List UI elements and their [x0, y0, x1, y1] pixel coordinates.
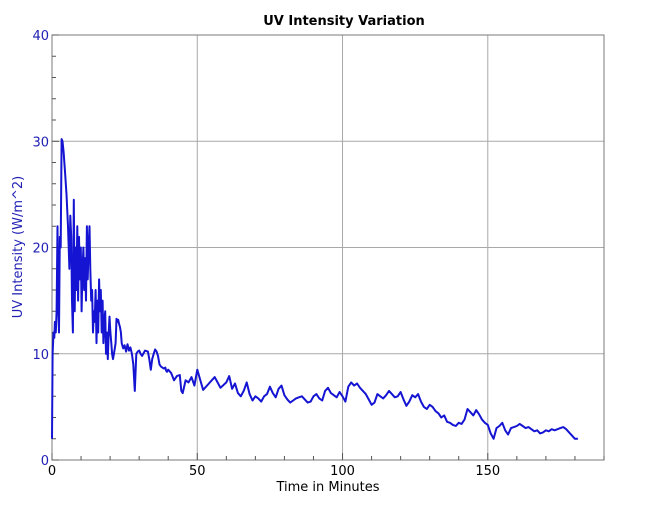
y-tick-label: 40	[32, 29, 49, 44]
y-tick-label: 0	[41, 454, 49, 469]
y-tick-label: 30	[32, 135, 49, 150]
x-tick-label: 100	[330, 464, 355, 479]
y-tick-label: 20	[32, 242, 49, 257]
y-tick-labels: 0 10 20 30 40	[32, 29, 49, 469]
y-axis-label: UV Intensity (W/m^2)	[11, 176, 26, 318]
x-tick-label: 150	[475, 464, 500, 479]
x-tick-labels: 0 50 100 150	[48, 464, 500, 479]
x-tick-label: 0	[48, 464, 56, 479]
chart-title: UV Intensity Variation	[263, 14, 425, 29]
x-axis-label: Time in Minutes	[275, 480, 379, 495]
uv-intensity-series-line	[51, 138, 578, 440]
y-tick-label: 10	[32, 348, 49, 363]
grid-lines	[52, 35, 604, 460]
x-tick-label: 50	[189, 464, 206, 479]
